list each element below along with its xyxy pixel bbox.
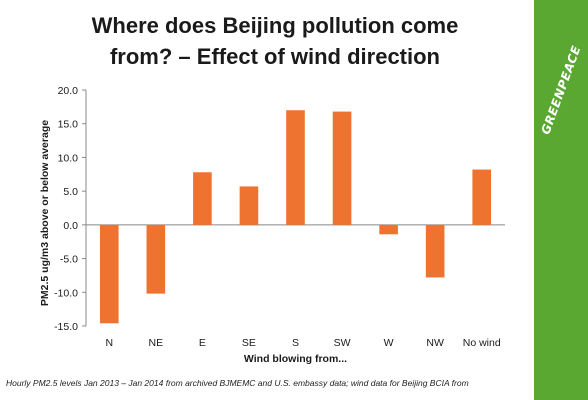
bar-s — [286, 110, 305, 225]
bar-ne — [146, 224, 166, 294]
x-tick-label: No wind — [463, 337, 501, 349]
bar-no-wind — [472, 169, 492, 225]
brand-strip — [534, 0, 588, 400]
bar-sw — [332, 111, 352, 225]
chart-title-line-1: Where does Beijing pollution come — [91, 13, 459, 38]
bar-e — [193, 172, 212, 225]
y-tick-label: -15.0 — [54, 321, 78, 333]
y-tick-label: -10.0 — [54, 287, 78, 299]
y-tick-label: -5.0 — [60, 254, 78, 266]
chart-title: Where does Beijing pollution come from? … — [40, 10, 510, 72]
y-tick-label: 20.0 — [58, 85, 79, 97]
y-tick-label: 0.0 — [63, 220, 78, 232]
source-note: Hourly PM2.5 levels Jan 2013 – Jan 2014 … — [6, 378, 469, 388]
y-axis-title: PM2.5 ug/m3 above or below average — [39, 120, 51, 306]
x-tick-label: NE — [149, 337, 164, 349]
chart-title-line-2: from? – Effect of wind direction — [109, 44, 440, 69]
bar-n — [99, 224, 119, 324]
bar-nw — [425, 224, 445, 278]
x-tick-label: S — [292, 337, 299, 349]
bar-w — [379, 224, 398, 235]
y-tick-label: 5.0 — [63, 186, 78, 198]
x-tick-label: NW — [426, 337, 444, 349]
x-tick-label: SE — [242, 337, 256, 349]
y-tick-label: 15.0 — [58, 119, 79, 131]
x-tick-label: SW — [334, 337, 351, 349]
bar-se — [239, 186, 259, 225]
y-tick-label: 10.0 — [58, 152, 79, 164]
x-tick-label: N — [105, 337, 113, 349]
x-tick-label: W — [384, 337, 394, 349]
x-tick-label: E — [199, 337, 206, 349]
x-axis-title: Wind blowing from... — [244, 353, 347, 365]
